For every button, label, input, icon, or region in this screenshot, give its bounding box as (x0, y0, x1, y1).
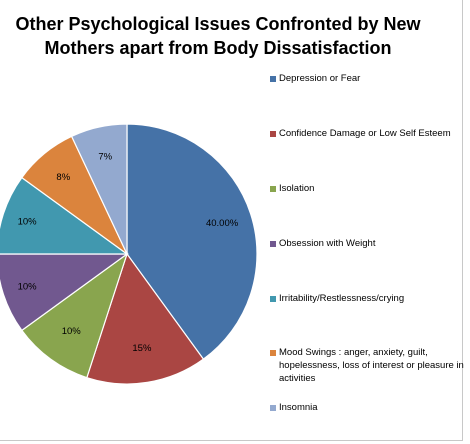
legend-swatch (270, 405, 276, 411)
pie-slice-2 (86, 252, 205, 385)
legend-label: Irritability/Restlessness/crying (279, 293, 405, 304)
pie-data-labels: 40.00% 15% 10% 10% 10% 8% 7% (18, 151, 239, 353)
legend-label: Obsession with Weight (279, 238, 376, 249)
legend-swatch (270, 76, 276, 82)
legend-swatch (270, 131, 276, 137)
pie-slice-1 (126, 123, 258, 361)
pie-slice-5 (0, 176, 129, 255)
legend-swatch (270, 296, 276, 302)
data-label-6: 8% (56, 172, 70, 183)
pie-slices (0, 123, 258, 385)
legend-swatch (270, 241, 276, 247)
data-label-2: 15% (132, 343, 152, 354)
pie-slice-4 (0, 253, 129, 332)
data-label-4: 10% (18, 281, 38, 292)
chart-title: Other Psychological Issues Confronted by… (15, 14, 421, 58)
pie-slice-7 (70, 123, 128, 255)
legend-label: Mood Swings : anger, anxiety, guilt, hop… (279, 347, 464, 384)
data-label-5: 10% (18, 217, 38, 228)
chart-legend: Depression or Fear Confidence Damage or L… (270, 0, 470, 444)
data-label-1: 40.00% (206, 218, 239, 229)
data-label-3: 10% (62, 326, 82, 337)
legend-swatch (270, 186, 276, 192)
legend-swatch (270, 350, 276, 356)
legend-label: Insomnia (279, 402, 318, 413)
legend-label: Isolation (279, 183, 315, 194)
data-label-7: 7% (98, 151, 112, 162)
legend-label: Depression or Fear (279, 73, 361, 84)
legend-label: Confidence Damage or Low Self Esteem (279, 128, 451, 139)
pie-slice-3 (20, 252, 129, 379)
